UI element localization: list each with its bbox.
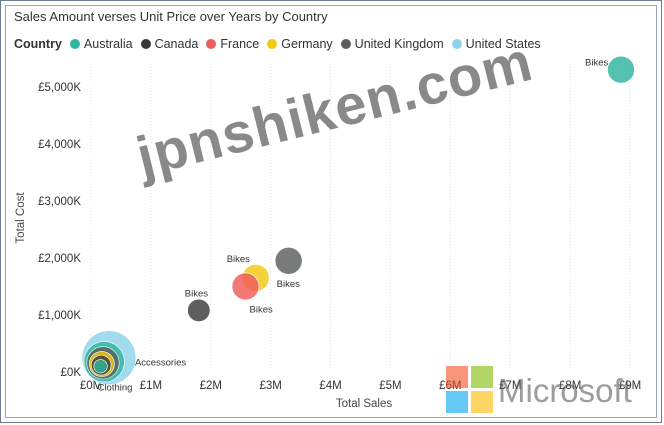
- x-tick-label: £5M: [379, 380, 401, 392]
- x-tick-label: £1M: [140, 380, 162, 392]
- legend-label: Australia: [83, 37, 133, 51]
- y-tick-label: £3,000K: [38, 196, 81, 208]
- legend-swatch: [69, 39, 80, 49]
- microsoft-logo-icon: [446, 366, 494, 414]
- legend-swatch: [267, 39, 278, 49]
- legend-swatch: [340, 39, 351, 49]
- x-tick-label: £7M: [499, 380, 521, 392]
- microsoft-brand-text: Microsoft: [498, 372, 632, 409]
- legend-item-australia[interactable]: Australia: [69, 37, 133, 51]
- data-point-canada: [187, 298, 211, 322]
- legend-label: United Kingdom: [354, 37, 444, 51]
- legend-item-france[interactable]: France: [206, 37, 259, 51]
- x-tick-label: £9M: [619, 380, 641, 392]
- data-label: Bikes: [185, 288, 208, 299]
- data-label: Bikes: [250, 304, 273, 315]
- x-axis-title: Total Sales: [336, 398, 393, 410]
- legend-label: Canada: [154, 37, 199, 51]
- y-tick-label: £2,000K: [38, 253, 81, 265]
- y-tick-label: £0K: [61, 367, 82, 379]
- legend-label: United States: [465, 37, 541, 51]
- x-tick-label: £3M: [259, 380, 281, 392]
- chart-inner-border: [5, 5, 657, 418]
- x-tick-label: £4M: [319, 380, 341, 392]
- y-tick-label: £4,000K: [38, 139, 81, 151]
- legend-swatch: [140, 39, 151, 49]
- legend-item-germany[interactable]: Germany: [267, 37, 333, 51]
- data-label: Bikes: [585, 58, 608, 69]
- chart-legend: Country Australia Canada France Germany Unit…: [14, 37, 549, 51]
- legend-items: Australia Canada France Germany United Kingd…: [69, 37, 549, 51]
- data-label: Bikes: [227, 254, 250, 265]
- data-point-australia: [607, 55, 635, 84]
- y-axis-title: Total Cost: [15, 192, 27, 244]
- data-point-australia: [93, 359, 108, 374]
- y-tick-label: £5,000K: [38, 82, 81, 94]
- legend-item-united-states[interactable]: United States: [451, 37, 541, 51]
- chart-title: Sales Amount verses Unit Price over Year…: [14, 9, 328, 24]
- data-label: Clothing: [98, 382, 133, 393]
- x-tick-label: £2M: [200, 380, 222, 392]
- legend-label: France: [220, 37, 260, 51]
- x-tick-label: £8M: [559, 380, 581, 392]
- x-tick-label: £0M: [80, 380, 102, 392]
- data-point-united-kingdom: [274, 246, 303, 275]
- legend-swatch: [206, 39, 217, 49]
- legend-item-canada[interactable]: Canada: [140, 37, 199, 51]
- legend-title: Country: [14, 37, 62, 51]
- data-label: Accessories: [135, 358, 186, 369]
- legend-swatch: [451, 39, 462, 49]
- legend-item-united-kingdom[interactable]: United Kingdom: [340, 37, 444, 51]
- y-tick-label: £1,000K: [38, 310, 81, 322]
- legend-label: Germany: [281, 37, 333, 51]
- data-point-france: [231, 272, 260, 301]
- data-label: Bikes: [277, 279, 300, 290]
